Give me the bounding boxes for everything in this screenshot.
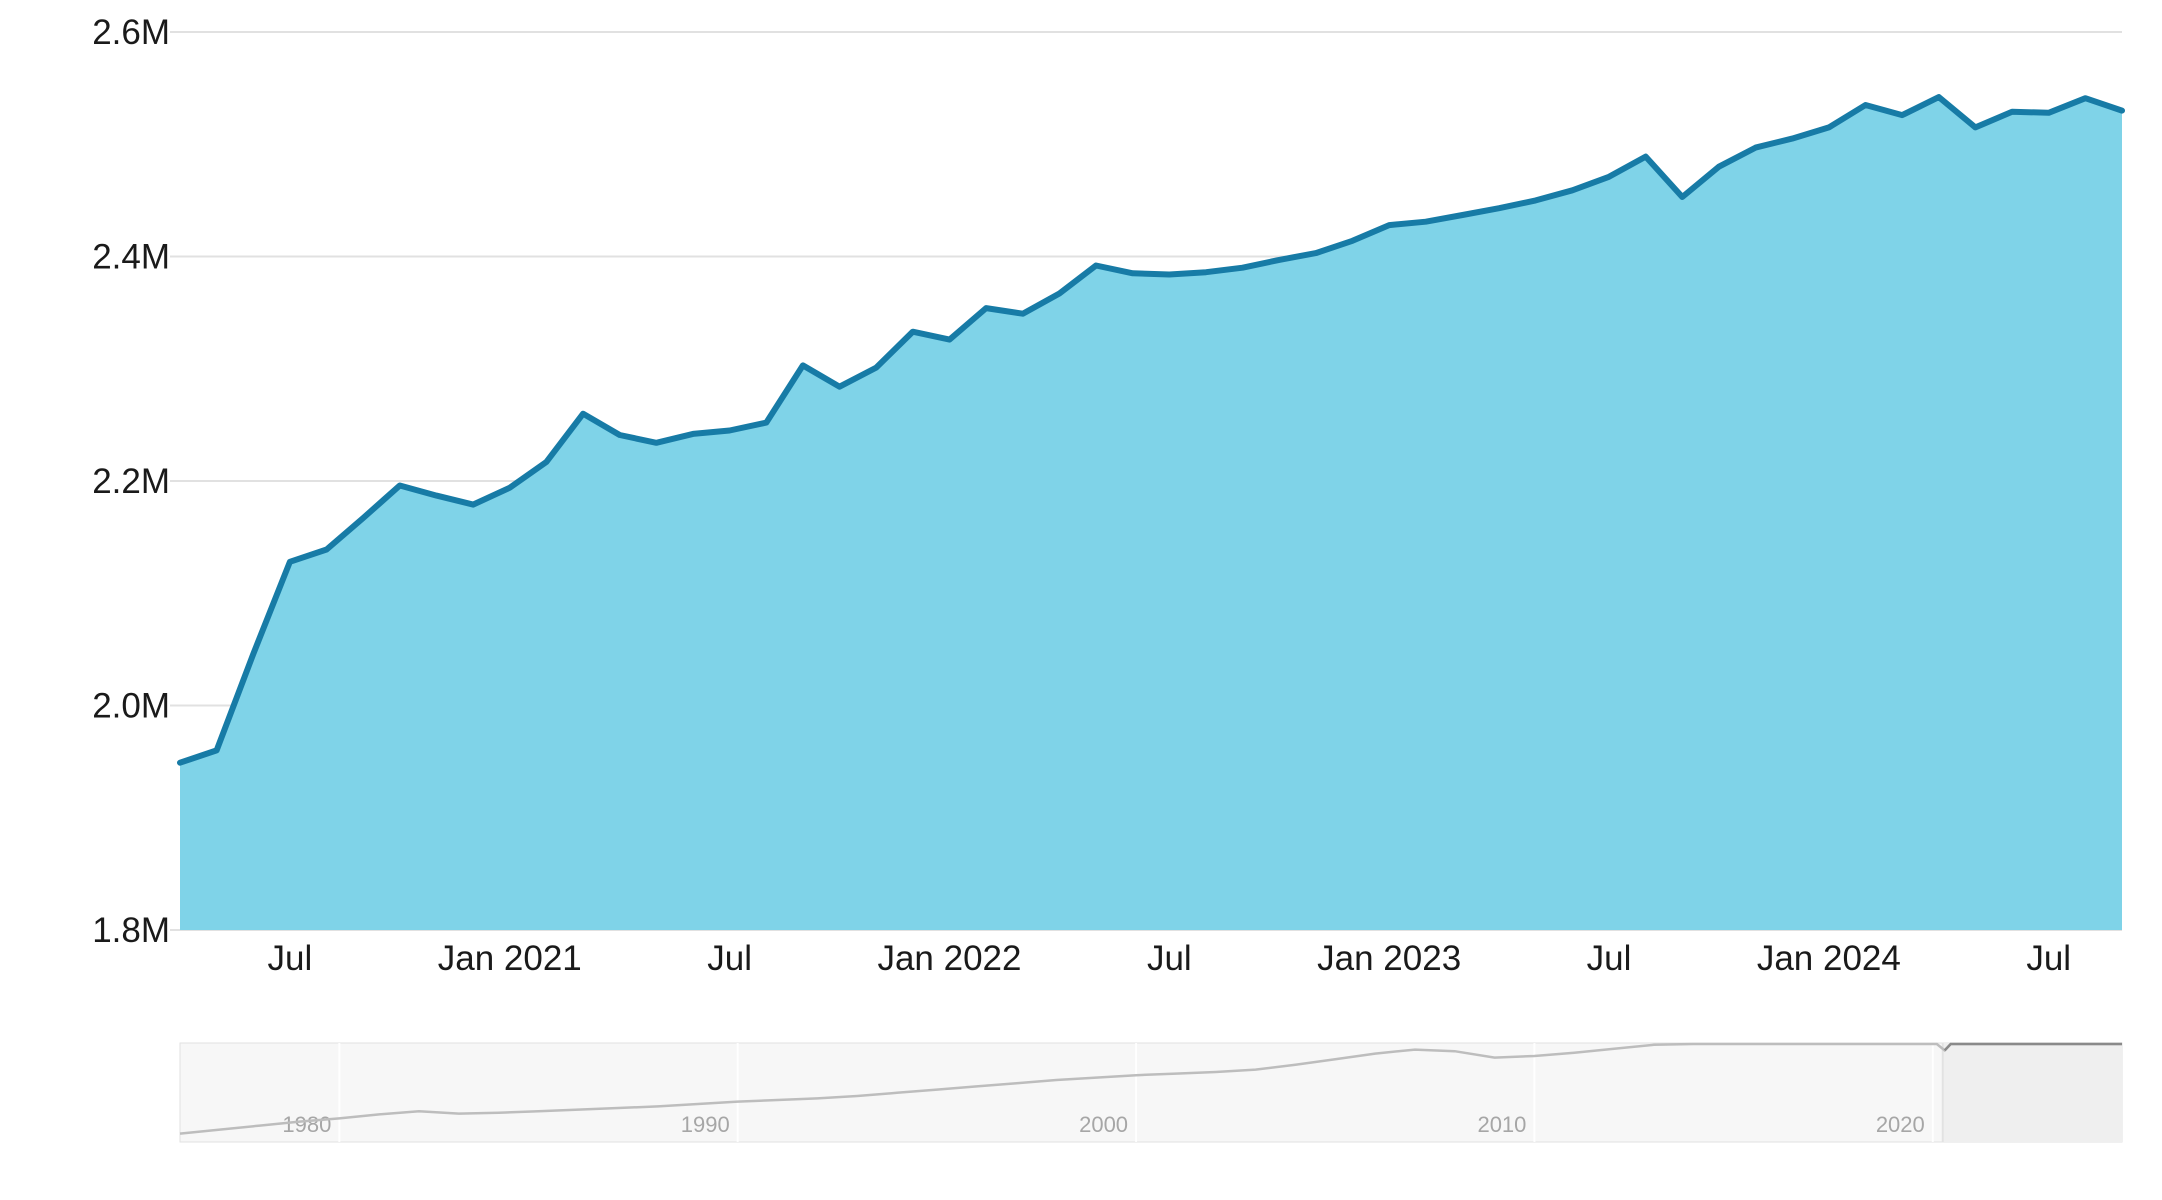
x-axis-tick-label: Jan 2021 xyxy=(438,939,582,978)
y-axis-tick-label: 2.0M xyxy=(92,687,170,726)
x-axis-labels: Jul Jan 2021 Jul Jan 2022 Jul Jan 2023 Jul Jan … xyxy=(268,939,2072,978)
navigator-year-label: 2010 xyxy=(1477,1112,1526,1137)
y-axis-tick-label: 2.4M xyxy=(92,238,170,277)
series-area-fill[interactable] xyxy=(180,97,2122,931)
navigator-year-label: 1980 xyxy=(282,1112,331,1137)
y-axis-tick-label: 1.8M xyxy=(92,911,170,950)
x-axis-tick-label: Jul xyxy=(707,939,752,978)
series-line[interactable] xyxy=(177,94,2125,766)
x-axis-tick-label: Jul xyxy=(2026,939,2071,978)
navigator-year-label: 1990 xyxy=(681,1112,730,1137)
navigator[interactable]: 1980 1990 2000 2010 2020 xyxy=(179,1042,2123,1143)
navigator-track[interactable] xyxy=(179,1042,2123,1143)
x-axis-tick-label: Jul xyxy=(1587,939,1632,978)
x-axis-tick-label: Jul xyxy=(1147,939,1192,978)
y-axis-tick-label: 2.6M xyxy=(92,13,170,52)
navigator-selected-range[interactable] xyxy=(1942,1043,2122,1142)
x-axis-tick-label: Jan 2024 xyxy=(1757,939,1901,978)
x-axis-tick-label: Jan 2023 xyxy=(1317,939,1461,978)
navigator-series-line-selected xyxy=(1943,1042,2122,1052)
navigator-year-label: 2020 xyxy=(1876,1112,1925,1137)
x-axis-tick-label: Jan 2022 xyxy=(877,939,1021,978)
y-axis-tick-label: 2.2M xyxy=(92,462,170,501)
navigator-year-label: 2000 xyxy=(1079,1112,1128,1137)
main-series[interactable] xyxy=(177,94,2125,931)
x-axis-tick-label: Jul xyxy=(268,939,313,978)
y-axis-labels: 1.8M 2.0M 2.2M 2.4M 2.6M xyxy=(92,13,170,950)
